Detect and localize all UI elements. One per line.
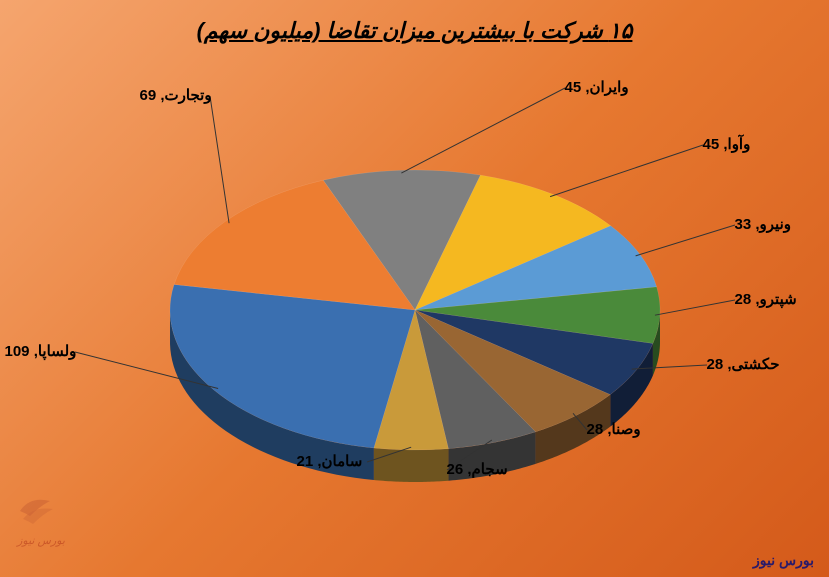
slice-label: ولساپا, 109: [5, 342, 77, 360]
slice-label: وصنا, 28: [587, 420, 641, 438]
leader-line: [401, 88, 565, 173]
logo-watermark: بورس نیوز: [15, 491, 65, 547]
leader-line: [654, 300, 734, 315]
slice-label: ونیرو, 33: [735, 215, 792, 233]
slice-label: حکشتی, 28: [707, 355, 780, 373]
slice-label: سامان, 21: [297, 452, 363, 470]
brand-text: بورس نیوز: [753, 552, 814, 569]
slice-label: وتجارت, 69: [140, 86, 212, 104]
leader-line: [635, 225, 734, 256]
chart-title: ۱۵ شرکت با بیشترین میزان تقاضا (میلیون س…: [0, 0, 829, 44]
slice-label: سجام, 26: [447, 460, 508, 478]
pie-slice-side: [373, 448, 448, 482]
slice-label: وایران, 45: [565, 78, 629, 96]
pie-slice: [169, 284, 414, 448]
leader-line: [210, 96, 229, 223]
slice-label: وآوا, 45: [703, 135, 751, 153]
leader-line: [550, 145, 703, 197]
pie-chart: وایران, 45وآوا, 45ونیرو, 33شپترو, 28حکشت…: [65, 80, 765, 540]
slice-label: شپترو, 28: [735, 290, 797, 308]
